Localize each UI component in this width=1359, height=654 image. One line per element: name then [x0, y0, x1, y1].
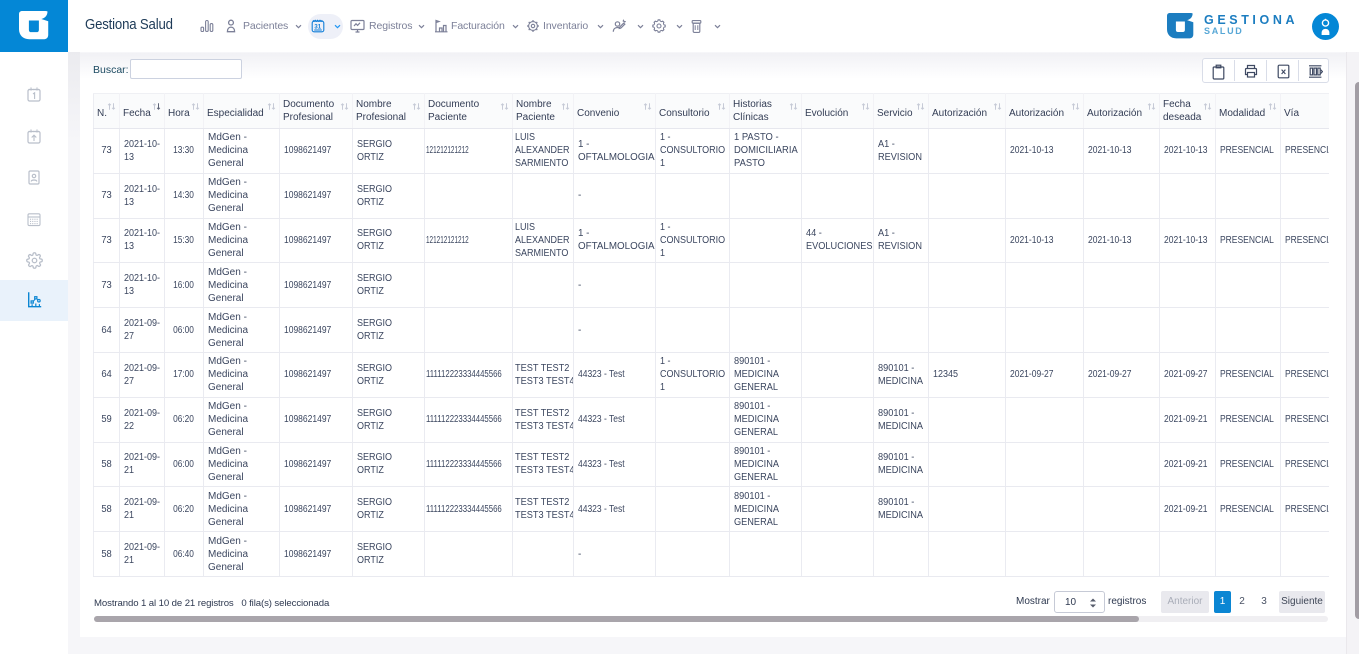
svg-text:31: 31	[314, 25, 321, 31]
